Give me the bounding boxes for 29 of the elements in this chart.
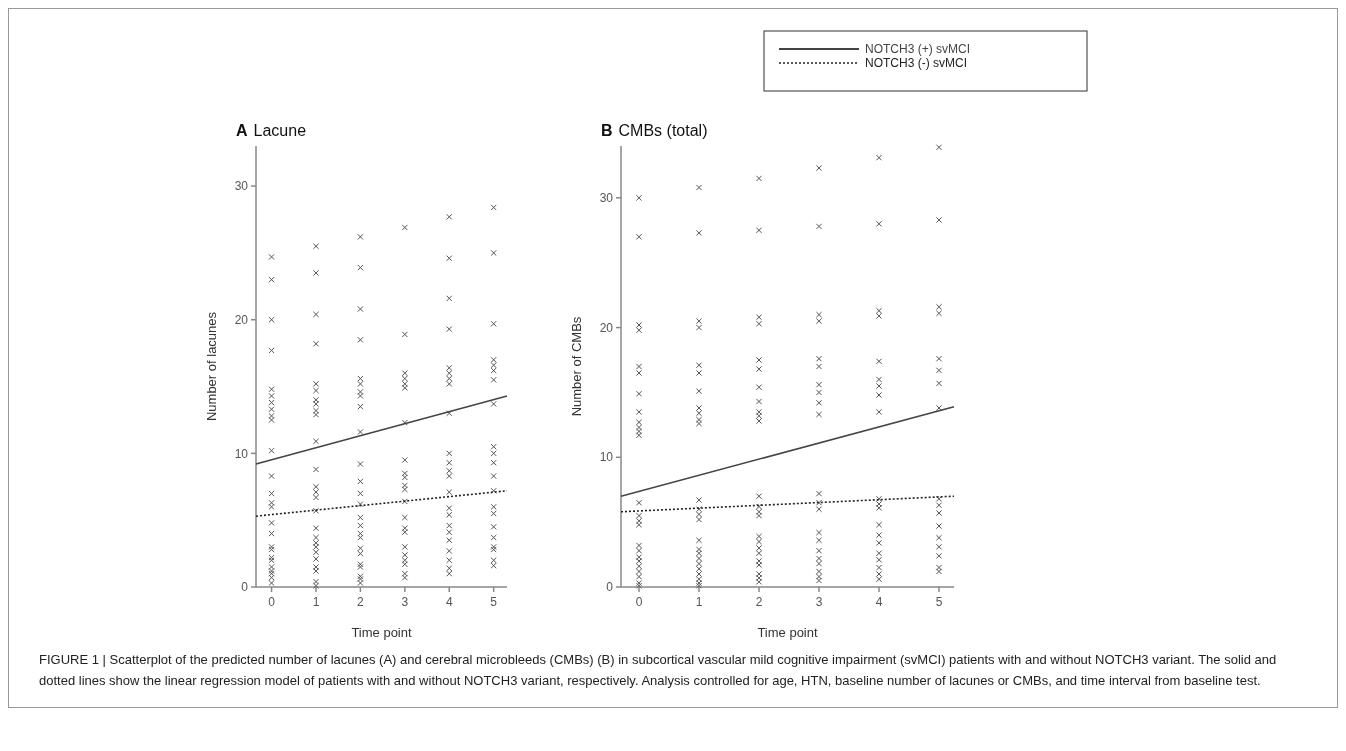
x-tick-label: 2 — [755, 595, 763, 609]
x-tick-label: 5 — [935, 595, 943, 609]
caption: FIGURE 1 | Scatterplot of the predicted number of lacunes (A) and cerebral microbleeds (CMBs) (B) in subcortical vascular mild cognitive impairment (svMCI) patients with and without NOTCH3 variant. The solid and dotted lines show the linear regression model of patients with and without NOTCH3 variant, respectively. Analysis controlled for age, HTN, baseline number of lacunes or CMBs, and time interval from baseline test. — [38, 651, 1278, 690]
x-tick-label: 4 — [875, 595, 883, 609]
x-tick-label: 4 — [445, 595, 453, 609]
y-axis-title: Number of CMBs — [569, 316, 584, 417]
y-tick-label: 20 — [234, 312, 249, 327]
x-tick-label: 3 — [401, 595, 409, 609]
x-axis-title: Time point — [351, 625, 412, 640]
x-tick-label: 2 — [357, 595, 365, 609]
chart-title: A Lacune — [236, 122, 307, 139]
y-tick-label: 10 — [234, 446, 249, 461]
x-tick-label: 5 — [490, 595, 498, 609]
y-axis-title: Number of lacunes — [204, 311, 219, 422]
x-tick-label: 3 — [815, 595, 823, 609]
x-tick-label: 1 — [312, 595, 320, 609]
y-tick-label: 20 — [599, 320, 614, 335]
x-axis-title: Time point — [757, 625, 818, 640]
chart-title: B CMBs (total) — [601, 122, 708, 139]
x-tick-label: 1 — [695, 595, 703, 609]
text: NOTCH3 (-) svMCI — [865, 56, 967, 71]
y-tick-label: 0 — [606, 580, 614, 595]
text: NOTCH3 (+) svMCI — [865, 42, 970, 57]
y-tick-label: 30 — [234, 179, 249, 194]
y-tick-label: 10 — [599, 450, 614, 465]
x-tick-label: 0 — [635, 595, 643, 609]
y-tick-label: 0 — [241, 580, 249, 595]
y-tick-label: 30 — [599, 191, 614, 206]
x-tick-label: 0 — [268, 595, 276, 609]
